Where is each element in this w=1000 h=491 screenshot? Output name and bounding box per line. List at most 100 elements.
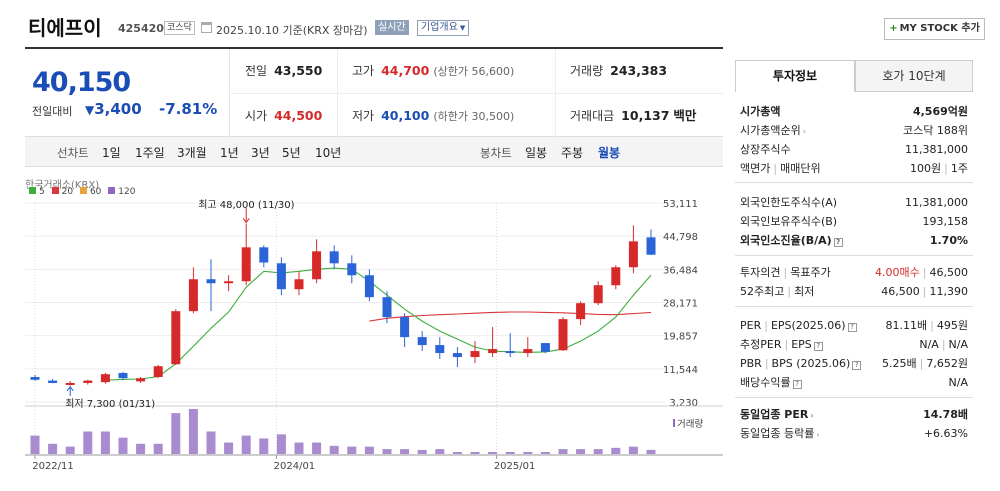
volume-bar	[593, 449, 603, 454]
opinion-wrap: 4.00매수 | 46,500	[875, 266, 968, 279]
help-icon[interactable]: ?	[813, 342, 823, 351]
pbr-label: PBR	[740, 357, 762, 370]
tab-monthly[interactable]: 월봉	[598, 146, 621, 160]
candle-body	[540, 343, 550, 352]
stock-header: 티에프이 425420 코스닥 2025.10.10 기준(KRX 장마감) 실…	[0, 0, 1000, 46]
tab-3y[interactable]: 3년	[251, 146, 270, 160]
candle-body	[364, 275, 374, 298]
volume-bar	[452, 451, 462, 454]
market-cap-rank-value: 코스닥 188위	[903, 124, 968, 137]
volume-bar	[576, 449, 586, 454]
market-cap-rank-label-wrap: 시가총액순위 ›	[740, 121, 806, 141]
volume-bar	[224, 442, 234, 454]
volume-bar	[276, 434, 286, 454]
per-eps-wrap: 81.11배 | 495원	[885, 319, 968, 332]
candle-body	[241, 247, 251, 282]
legend-swatch-120	[108, 187, 116, 194]
candle-body	[83, 380, 93, 383]
tab-1d[interactable]: 1일	[102, 146, 121, 160]
volume-bar	[435, 449, 445, 454]
low-cell: 저가 40,100 (하한가 30,500)	[337, 94, 555, 138]
volume-bar	[48, 443, 58, 454]
open-value: 44,500	[274, 108, 323, 123]
volume-bar	[65, 446, 75, 454]
sector-per-label: 동일업종 PER	[740, 408, 809, 421]
est-eps-label: EPS	[791, 338, 812, 351]
chevron-right-icon: ›	[816, 430, 820, 439]
volume-bar	[83, 431, 93, 454]
est-per-label: 추정PER	[740, 338, 782, 351]
tab-1y[interactable]: 1년	[220, 146, 239, 160]
week52-wrap: 46,500 | 11,390	[881, 285, 968, 298]
tab-daily[interactable]: 일봉	[525, 146, 548, 160]
chevron-down-icon: ▼	[459, 24, 466, 32]
prev-close-cell: 전일 43,550	[231, 49, 337, 93]
sector-change-row[interactable]: 동일업종 등락률 › +6.63%	[735, 424, 973, 443]
sector-change-value: +6.63%	[923, 427, 968, 440]
add-my-stock-button[interactable]: + MY STOCK 추가	[884, 18, 985, 40]
foreign-holding-row: 외국인보유주식수(B) 193,158	[735, 212, 973, 231]
tab-10y[interactable]: 10년	[315, 146, 342, 160]
help-icon[interactable]: ?	[852, 361, 862, 370]
candle-body	[100, 374, 110, 383]
change-amount: ▼3,400	[85, 100, 142, 118]
tab-order-book[interactable]: 호가 10단계	[855, 60, 973, 92]
change-amount-value: 3,400	[94, 100, 142, 118]
y-tick-label: 53,111	[663, 199, 698, 210]
candle-body	[153, 366, 163, 377]
chevron-right-icon: ›	[810, 411, 814, 420]
tab-investment-info[interactable]: 투자정보	[735, 60, 855, 92]
tab-3m[interactable]: 3개월	[177, 146, 207, 160]
opinion-row: 투자의견 | 목표주가 4.00매수 | 46,500	[735, 263, 973, 282]
tab-5y[interactable]: 5년	[282, 146, 301, 160]
volume-bar	[364, 446, 374, 454]
volume-legend-mark	[673, 419, 675, 427]
volume-bar	[628, 446, 638, 454]
prev-close-value: 43,550	[274, 63, 323, 78]
tab-weekly[interactable]: 주봉	[561, 146, 584, 160]
legend-swatch-20	[51, 187, 59, 194]
help-icon[interactable]: ?	[792, 380, 802, 389]
market-cap-row: 시가총액 4,569억원	[735, 102, 973, 121]
candle-body	[523, 349, 533, 354]
help-icon[interactable]: ?	[833, 238, 843, 247]
candle-body	[593, 285, 603, 304]
sector-change-label: 동일업종 등락률	[740, 427, 815, 440]
volume-bar	[611, 447, 621, 454]
candle-body	[329, 251, 339, 264]
high-label: 고가	[352, 64, 375, 78]
volume-bar	[470, 451, 480, 454]
candle-body	[30, 376, 40, 380]
candle-body	[118, 372, 128, 379]
company-overview-label: 기업개요	[421, 22, 458, 33]
company-overview-dropdown[interactable]: 기업개요 ▼	[417, 20, 470, 36]
sector-per-row[interactable]: 동일업종 PER › 14.78배	[735, 405, 973, 424]
tab-1w[interactable]: 1주일	[135, 146, 165, 160]
price-summary: 40,150 전일대비 ▼3,400 -7.81% 전일 43,550 고가 44,…	[25, 47, 723, 138]
high-value: 44,700	[381, 63, 430, 78]
candle-body	[259, 247, 269, 263]
dividend-label-wrap: 배당수익률?	[740, 373, 802, 392]
help-icon[interactable]: ?	[847, 323, 857, 332]
candle-body	[65, 382, 75, 385]
stats-row-2: 시가 44,500 저가 40,100 (하한가 30,500) 거래대금 10,137…	[231, 93, 723, 138]
week52-high-label: 52주최고	[740, 285, 785, 298]
est-per-row: 추정PER | EPS? N/A | N/A	[735, 335, 973, 354]
candle-body	[171, 311, 181, 365]
trading-unit-label: 매매단위	[780, 162, 821, 175]
candle-body	[435, 345, 445, 354]
high-annotation-arrow	[242, 218, 250, 224]
lower-limit: (하한가 30,500)	[433, 110, 515, 123]
legend-swatch-60	[79, 187, 87, 194]
market-cap-label: 시가총액	[740, 105, 781, 118]
chart-legend: 5 20 60 120	[29, 187, 135, 197]
divider	[735, 255, 973, 256]
pbr-bps-row: PBR | BPS (2025.06)? 5.25배 | 7,652원	[735, 354, 973, 373]
volume-cell: 거래량 243,383	[555, 49, 723, 93]
candle-body	[611, 267, 621, 286]
realtime-button[interactable]: 실시간	[375, 20, 409, 35]
candle-body	[206, 279, 216, 284]
sector-per-value: 14.78배	[923, 408, 968, 421]
foreign-holding-label: 외국인보유주식수(B)	[740, 215, 838, 228]
market-cap-rank-row[interactable]: 시가총액순위 › 코스닥 188위	[735, 121, 973, 140]
